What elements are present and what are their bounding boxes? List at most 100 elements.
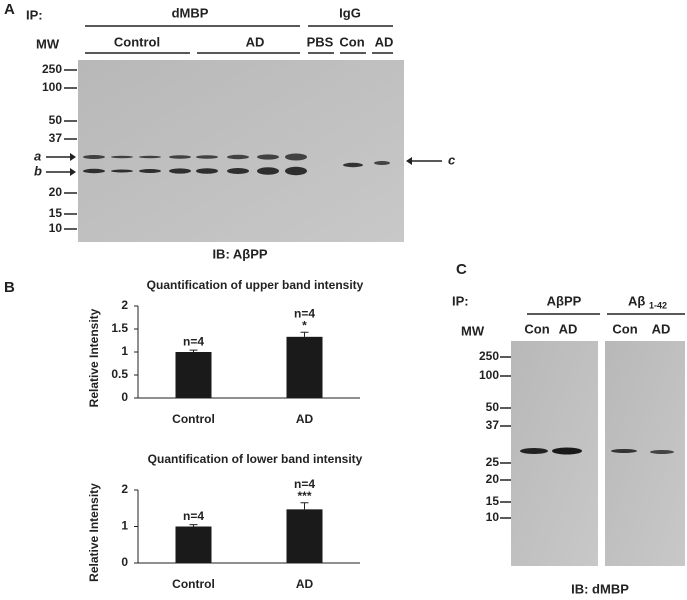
y-axis-label: Relative Intensity xyxy=(87,483,101,582)
y-tick-label: 2 xyxy=(121,298,128,312)
group-label: AD xyxy=(246,34,265,49)
n-label: n=4 xyxy=(294,477,315,491)
header: IgG xyxy=(339,5,361,20)
chart-title: Quantification of lower band intensity xyxy=(148,452,363,466)
x-tick-label: AD xyxy=(296,412,314,426)
header: Aβ xyxy=(628,293,645,308)
mw-tick-label: 100 xyxy=(42,80,62,94)
mw-label: MW xyxy=(461,323,485,338)
band-label: c xyxy=(448,152,456,167)
band xyxy=(257,154,279,160)
band xyxy=(343,162,363,168)
y-tick-label: 2 xyxy=(121,482,128,496)
band xyxy=(111,169,133,173)
n-label: n=4 xyxy=(183,334,204,348)
band xyxy=(83,155,105,159)
y-tick-label: 0 xyxy=(121,555,128,569)
error-bar xyxy=(189,349,198,352)
mw-tick-label: 37 xyxy=(49,131,63,145)
band xyxy=(111,155,133,159)
band xyxy=(227,154,249,160)
mw-tick-label: 20 xyxy=(49,185,63,199)
mw-tick-label: 10 xyxy=(486,510,500,524)
blot xyxy=(78,60,404,242)
bar xyxy=(175,526,212,563)
band xyxy=(552,447,582,455)
lane-label: AD xyxy=(652,321,671,336)
band xyxy=(169,155,191,159)
error-bar xyxy=(300,502,309,510)
mw-tick-label: 100 xyxy=(479,368,499,382)
mw-tick-label: 25 xyxy=(486,455,500,469)
lane-label: AD xyxy=(375,34,394,49)
ib-label: IB: dMBP xyxy=(571,581,629,596)
band xyxy=(650,450,674,454)
band xyxy=(139,155,161,159)
mw-tick-label: 37 xyxy=(486,418,500,432)
y-tick-label: 1 xyxy=(121,344,128,358)
arrow-head xyxy=(70,153,76,161)
lane-label: PBS xyxy=(307,34,334,49)
bar xyxy=(175,352,212,398)
mw-label: MW xyxy=(36,36,60,51)
band xyxy=(285,153,307,161)
mw-tick-label: 20 xyxy=(486,472,500,486)
mw-tick-label: 15 xyxy=(486,494,500,508)
band-label: a xyxy=(34,148,41,163)
lane-label: Con xyxy=(339,34,364,49)
group-label: Control xyxy=(114,34,160,49)
bands xyxy=(83,153,390,176)
arrow-head xyxy=(70,168,76,176)
band xyxy=(196,168,218,174)
significance: * xyxy=(302,318,307,332)
y-tick-label: 1.5 xyxy=(111,321,128,335)
band xyxy=(257,167,279,175)
lane-label: AD xyxy=(559,321,578,336)
header: AβPP xyxy=(547,293,582,308)
chart-title: Quantification of upper band intensity xyxy=(147,278,364,292)
n-label: n=4 xyxy=(294,306,315,320)
mw-tick-label: 10 xyxy=(49,221,63,235)
ip-label: IP: xyxy=(26,7,43,22)
header: dMBP xyxy=(172,5,209,20)
mw-tick-label: 50 xyxy=(49,113,63,127)
lane-label: Con xyxy=(612,321,637,336)
band xyxy=(83,168,105,174)
band xyxy=(374,161,390,165)
mw-tick-label: 250 xyxy=(479,349,499,363)
band xyxy=(196,155,218,159)
band xyxy=(520,448,548,454)
blot xyxy=(511,341,598,566)
arrow-head xyxy=(406,157,412,165)
x-tick-label: Control xyxy=(172,412,215,426)
blot xyxy=(605,341,685,566)
x-tick-label: Control xyxy=(172,577,215,591)
y-tick-label: 0.5 xyxy=(111,367,128,381)
error-bar xyxy=(300,331,309,337)
significance: *** xyxy=(297,489,311,503)
mw-tick-label: 50 xyxy=(486,400,500,414)
header-sub: 1-42 xyxy=(649,300,667,310)
mw-tick-label: 250 xyxy=(42,62,62,76)
band xyxy=(611,449,637,453)
bar xyxy=(286,509,323,563)
x-tick-label: AD xyxy=(296,577,314,591)
band xyxy=(169,168,191,174)
panel-label: C xyxy=(456,261,467,278)
band xyxy=(227,168,249,174)
y-tick-label: 0 xyxy=(121,390,128,404)
band-label: b xyxy=(34,163,42,178)
bar xyxy=(286,336,323,398)
ip-label: IP: xyxy=(452,293,469,308)
panel-label: A xyxy=(4,1,15,18)
error-bar xyxy=(189,524,198,527)
panel-label: B xyxy=(4,279,15,296)
y-axis-label: Relative Intensity xyxy=(87,308,101,407)
lane-label: Con xyxy=(524,321,549,336)
y-tick-label: 1 xyxy=(121,519,128,533)
mw-tick-label: 15 xyxy=(49,206,63,220)
ib-label: IB: AβPP xyxy=(212,246,267,261)
band xyxy=(285,166,307,176)
n-label: n=4 xyxy=(183,509,204,523)
